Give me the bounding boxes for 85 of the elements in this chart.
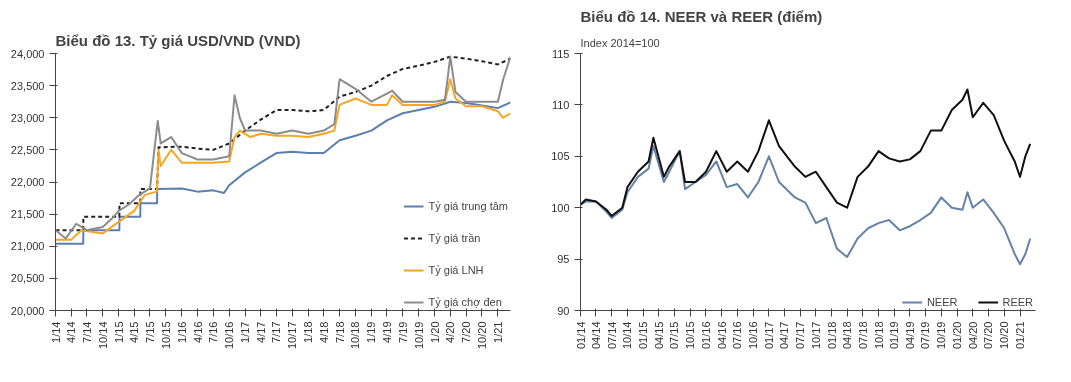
- x-tick-label: 7/15: [143, 321, 156, 343]
- x-tick-label: 4/18: [317, 321, 330, 343]
- y-tick-label: 21,000: [10, 240, 45, 253]
- y-tick-label: 100: [551, 201, 570, 214]
- x-tick-label: 7/19: [396, 321, 409, 343]
- y-tick-label: 22,500: [10, 143, 45, 156]
- x-tick-label: 01/20: [951, 321, 964, 350]
- x-tick-label: 7/20: [460, 321, 473, 343]
- x-tick-label: 7/14: [80, 321, 93, 343]
- x-tick-label: 4/20: [444, 321, 457, 343]
- x-tick-label: 01/14: [574, 321, 587, 350]
- x-tick-label: 1/14: [49, 321, 62, 343]
- legend-label: REER: [1002, 296, 1033, 308]
- x-tick-label: 04/19: [903, 321, 916, 350]
- line-series: [580, 88, 1032, 217]
- line-series: [55, 100, 511, 245]
- x-tick-label: 10/15: [684, 321, 697, 350]
- y-axis-title: Index 2014=100: [580, 36, 660, 49]
- x-tick-label: 1/20: [428, 321, 441, 343]
- y-tick-label: 110: [551, 98, 570, 111]
- x-tick-label: 01/15: [637, 321, 650, 350]
- y-tick-label: 20,500: [10, 272, 45, 285]
- x-tick-label: 10/20: [475, 321, 488, 350]
- x-tick-label: 1/19: [365, 321, 378, 343]
- x-tick-label: 07/18: [856, 321, 869, 350]
- chart-title: Biểu đồ 13. Tỷ giá USD/VND (VND): [55, 31, 301, 49]
- y-tick-label: 105: [551, 150, 570, 163]
- y-tick-label: 20,000: [10, 304, 45, 317]
- y-tick-label: 24,000: [10, 47, 45, 60]
- y-tick-label: 23,000: [10, 111, 45, 124]
- x-tick-label: 01/17: [762, 321, 775, 350]
- x-tick-label: 04/14: [589, 321, 602, 350]
- x-tick-label: 7/17: [270, 321, 283, 343]
- x-tick-label: 04/20: [966, 321, 979, 350]
- x-tick-label: 04/16: [715, 321, 728, 350]
- x-tick-label: 10/19: [412, 321, 425, 350]
- x-tick-label: 10/18: [349, 321, 362, 350]
- x-tick-label: 10/14: [96, 321, 109, 350]
- x-tick-label: 10/14: [621, 321, 634, 350]
- x-tick-label: 01/19: [888, 321, 901, 350]
- x-tick-label: 4/16: [191, 321, 204, 343]
- x-tick-label: 4/14: [65, 321, 78, 343]
- x-tick-label: 4/17: [254, 321, 267, 343]
- x-tick-label: 07/19: [919, 321, 932, 350]
- y-tick-label: 90: [557, 304, 570, 317]
- x-tick-label: 1/18: [302, 321, 315, 343]
- y-tick-label: 23,500: [10, 79, 45, 92]
- legend-label: Tỷ giá trung tâm: [428, 200, 508, 212]
- x-tick-label: 10/15: [159, 321, 172, 350]
- y-tick-label: 115: [551, 47, 570, 60]
- x-tick-label: 4/19: [380, 321, 393, 343]
- x-tick-label: 07/16: [731, 321, 744, 350]
- y-tick-label: 22,000: [10, 176, 45, 188]
- chart-title: Biểu đồ 14. NEER và REER (điểm): [580, 7, 823, 25]
- x-tick-label: 1/15: [112, 321, 125, 343]
- legend-label: Tỷ giá chợ đen: [428, 296, 502, 308]
- x-tick-label: 01/18: [825, 321, 838, 350]
- legend-label: Tỷ giá trần: [428, 232, 481, 244]
- legend-label: Tỷ giá LNH: [428, 264, 484, 276]
- x-tick-label: 04/17: [778, 321, 791, 350]
- x-tick-label: 07/14: [605, 321, 618, 350]
- y-tick-label: 21,500: [10, 208, 45, 221]
- x-tick-label: 07/17: [794, 321, 807, 350]
- x-tick-label: 7/16: [207, 321, 220, 343]
- x-tick-label: 07/20: [982, 321, 995, 350]
- legend-label: NEER: [926, 296, 958, 308]
- line-series: [580, 145, 1032, 266]
- x-tick-label: 10/20: [998, 321, 1011, 350]
- x-tick-label: 01/21: [1014, 321, 1027, 350]
- x-tick-label: 4/15: [128, 321, 141, 343]
- x-tick-label: 01/16: [699, 321, 712, 350]
- x-tick-label: 10/17: [286, 321, 299, 350]
- x-tick-label: 1/17: [239, 321, 252, 343]
- x-tick-label: 10/17: [809, 321, 822, 350]
- x-tick-label: 1/16: [175, 321, 188, 343]
- x-tick-label: 10/16: [747, 321, 760, 350]
- x-tick-label: 1/21: [491, 321, 504, 343]
- x-tick-label: 7/18: [333, 321, 346, 343]
- x-tick-label: 07/15: [668, 321, 681, 350]
- x-tick-label: 10/18: [872, 321, 885, 350]
- x-tick-label: 04/18: [841, 321, 854, 350]
- x-tick-label: 04/15: [652, 321, 665, 350]
- x-tick-label: 10/16: [223, 321, 236, 350]
- y-tick-label: 95: [557, 253, 570, 266]
- x-tick-label: 10/19: [935, 321, 948, 350]
